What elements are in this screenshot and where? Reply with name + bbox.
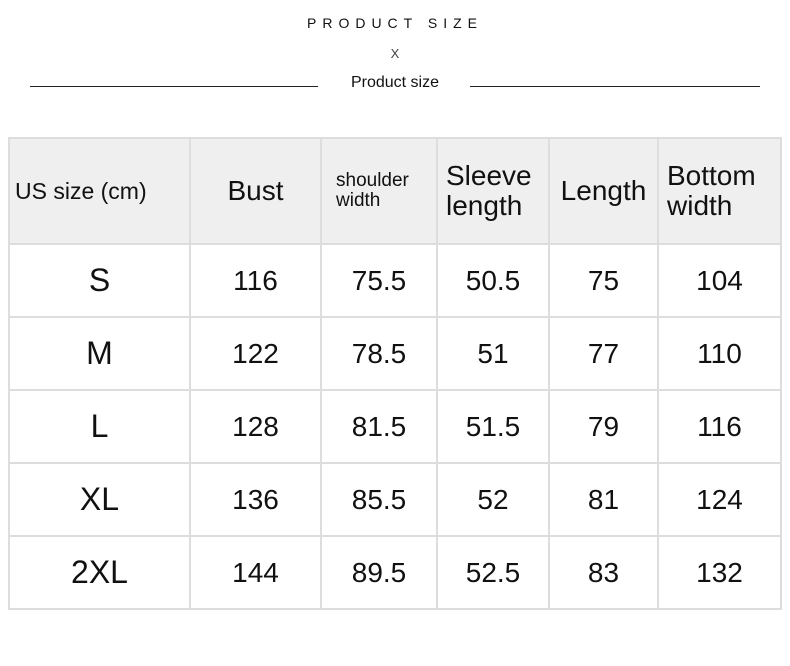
page-title: PRODUCT SIZE — [307, 15, 483, 31]
measurement-cell: 122 — [189, 316, 322, 391]
measurement-cell: 128 — [189, 389, 322, 464]
table-row: S 116 75.5 50.5 75 104 — [8, 243, 782, 318]
separator-mark: X — [390, 46, 400, 61]
size-cell: 2XL — [8, 535, 191, 610]
measurement-cell: 75 — [548, 243, 659, 318]
column-header: Sleeve length — [436, 137, 550, 245]
measurement-cell: 136 — [189, 462, 322, 537]
subtitle: Product size — [350, 74, 440, 91]
measurement-cell: 51.5 — [436, 389, 550, 464]
table-row: XL 136 85.5 52 81 124 — [8, 462, 782, 537]
column-header: shoulder width — [320, 137, 438, 245]
table-header-row: US size (cm) Bust shoulder width Sleeve … — [8, 137, 782, 245]
size-cell: S — [8, 243, 191, 318]
measurement-cell: 75.5 — [320, 243, 438, 318]
size-table: US size (cm) Bust shoulder width Sleeve … — [8, 137, 782, 610]
column-header: US size (cm) — [8, 137, 191, 245]
column-header: Length — [548, 137, 659, 245]
size-cell: M — [8, 316, 191, 391]
size-cell: XL — [8, 462, 191, 537]
size-cell: L — [8, 389, 191, 464]
measurement-cell: 81 — [548, 462, 659, 537]
divider-left — [30, 86, 318, 87]
measurement-cell: 83 — [548, 535, 659, 610]
measurement-cell: 104 — [657, 243, 782, 318]
column-header: Bust — [189, 137, 322, 245]
measurement-cell: 77 — [548, 316, 659, 391]
measurement-cell: 124 — [657, 462, 782, 537]
measurement-cell: 89.5 — [320, 535, 438, 610]
measurement-cell: 132 — [657, 535, 782, 610]
column-header: Bottom width — [657, 137, 782, 245]
measurement-cell: 50.5 — [436, 243, 550, 318]
measurement-cell: 85.5 — [320, 462, 438, 537]
measurement-cell: 51 — [436, 316, 550, 391]
measurement-cell: 144 — [189, 535, 322, 610]
measurement-cell: 81.5 — [320, 389, 438, 464]
table-row: 2XL 144 89.5 52.5 83 132 — [8, 535, 782, 610]
measurement-cell: 78.5 — [320, 316, 438, 391]
measurement-cell: 79 — [548, 389, 659, 464]
measurement-cell: 116 — [657, 389, 782, 464]
divider-right — [470, 86, 760, 87]
table-row: M 122 78.5 51 77 110 — [8, 316, 782, 391]
measurement-cell: 110 — [657, 316, 782, 391]
measurement-cell: 116 — [189, 243, 322, 318]
measurement-cell: 52.5 — [436, 535, 550, 610]
measurement-cell: 52 — [436, 462, 550, 537]
table-row: L 128 81.5 51.5 79 116 — [8, 389, 782, 464]
